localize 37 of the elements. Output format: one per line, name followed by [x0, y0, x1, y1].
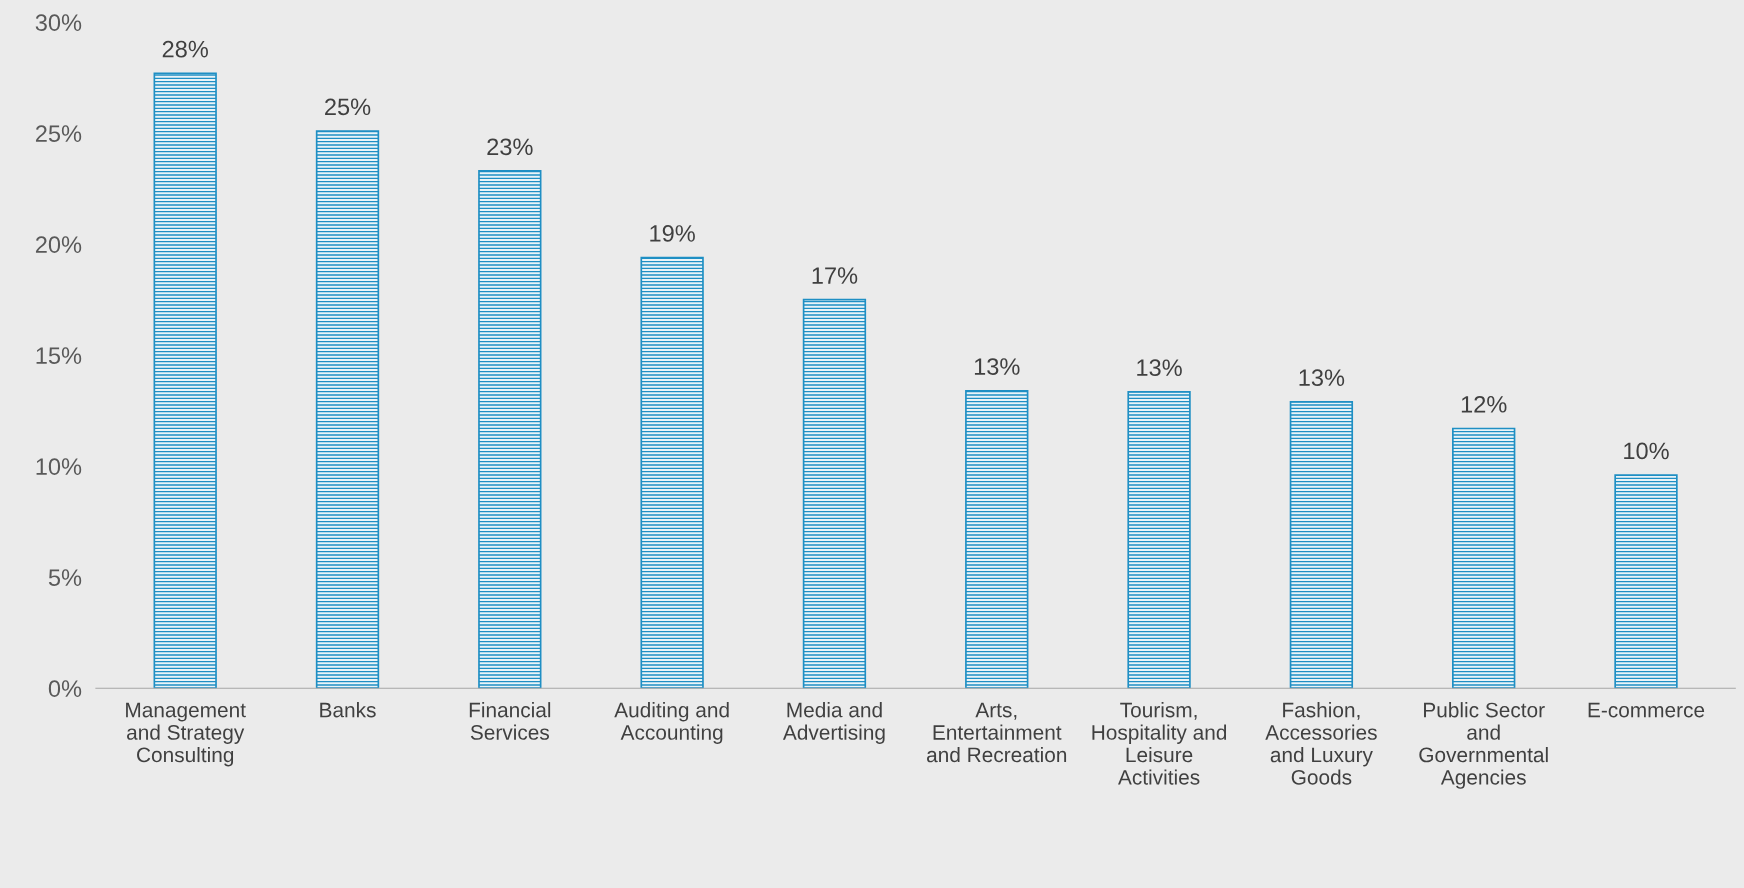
x-tick-label: Public Sector and Governmental Agencies: [1419, 702, 1548, 789]
x-tick-label: E-commerce: [1588, 702, 1705, 718]
data-label: 10%: [1624, 442, 1669, 460]
bar: [478, 170, 542, 689]
x-tick-label: Fashion, Accessories and Luxury Goods: [1265, 702, 1377, 785]
x-tick-label: Tourism, Hospitality and Leisure Activities: [1092, 702, 1227, 785]
bar: [153, 72, 217, 689]
bar: [802, 298, 867, 689]
x-tick-label: Financial Services: [469, 702, 551, 740]
bar: [1127, 390, 1191, 689]
x-tick-label: Banks: [320, 702, 376, 718]
y-tick-label: 10%: [36, 458, 82, 475]
bar: [965, 389, 1029, 689]
bar: [1452, 427, 1516, 689]
x-tick-label: Management and Strategy Consulting: [126, 702, 246, 767]
x-tick-label: Arts, Entertainment and Recreation: [927, 702, 1067, 763]
data-label: 28%: [162, 40, 208, 58]
data-label: 13%: [1299, 369, 1345, 387]
data-label: 12%: [1461, 395, 1507, 413]
y-tick-label: 20%: [35, 236, 82, 253]
data-label: 17%: [812, 267, 858, 284]
data-label: 19%: [650, 225, 695, 242]
x-tick-label: Media and Advertising: [782, 702, 885, 744]
data-label: 23%: [487, 138, 533, 156]
y-tick-label: 15%: [36, 347, 82, 364]
y-tick-label: 0%: [48, 680, 82, 697]
bar: [1289, 400, 1354, 689]
data-label: 13%: [974, 358, 1020, 375]
data-label: 13%: [1137, 359, 1182, 377]
x-tick-label: Auditing and Accounting: [614, 702, 729, 744]
y-tick-label: 5%: [48, 569, 82, 586]
y-tick-label: 25%: [35, 125, 82, 142]
y-tick-label: 30%: [35, 14, 82, 31]
bar: [315, 130, 380, 689]
bar: [640, 256, 704, 689]
bar: [1614, 474, 1678, 689]
data-label: 25%: [325, 98, 371, 116]
